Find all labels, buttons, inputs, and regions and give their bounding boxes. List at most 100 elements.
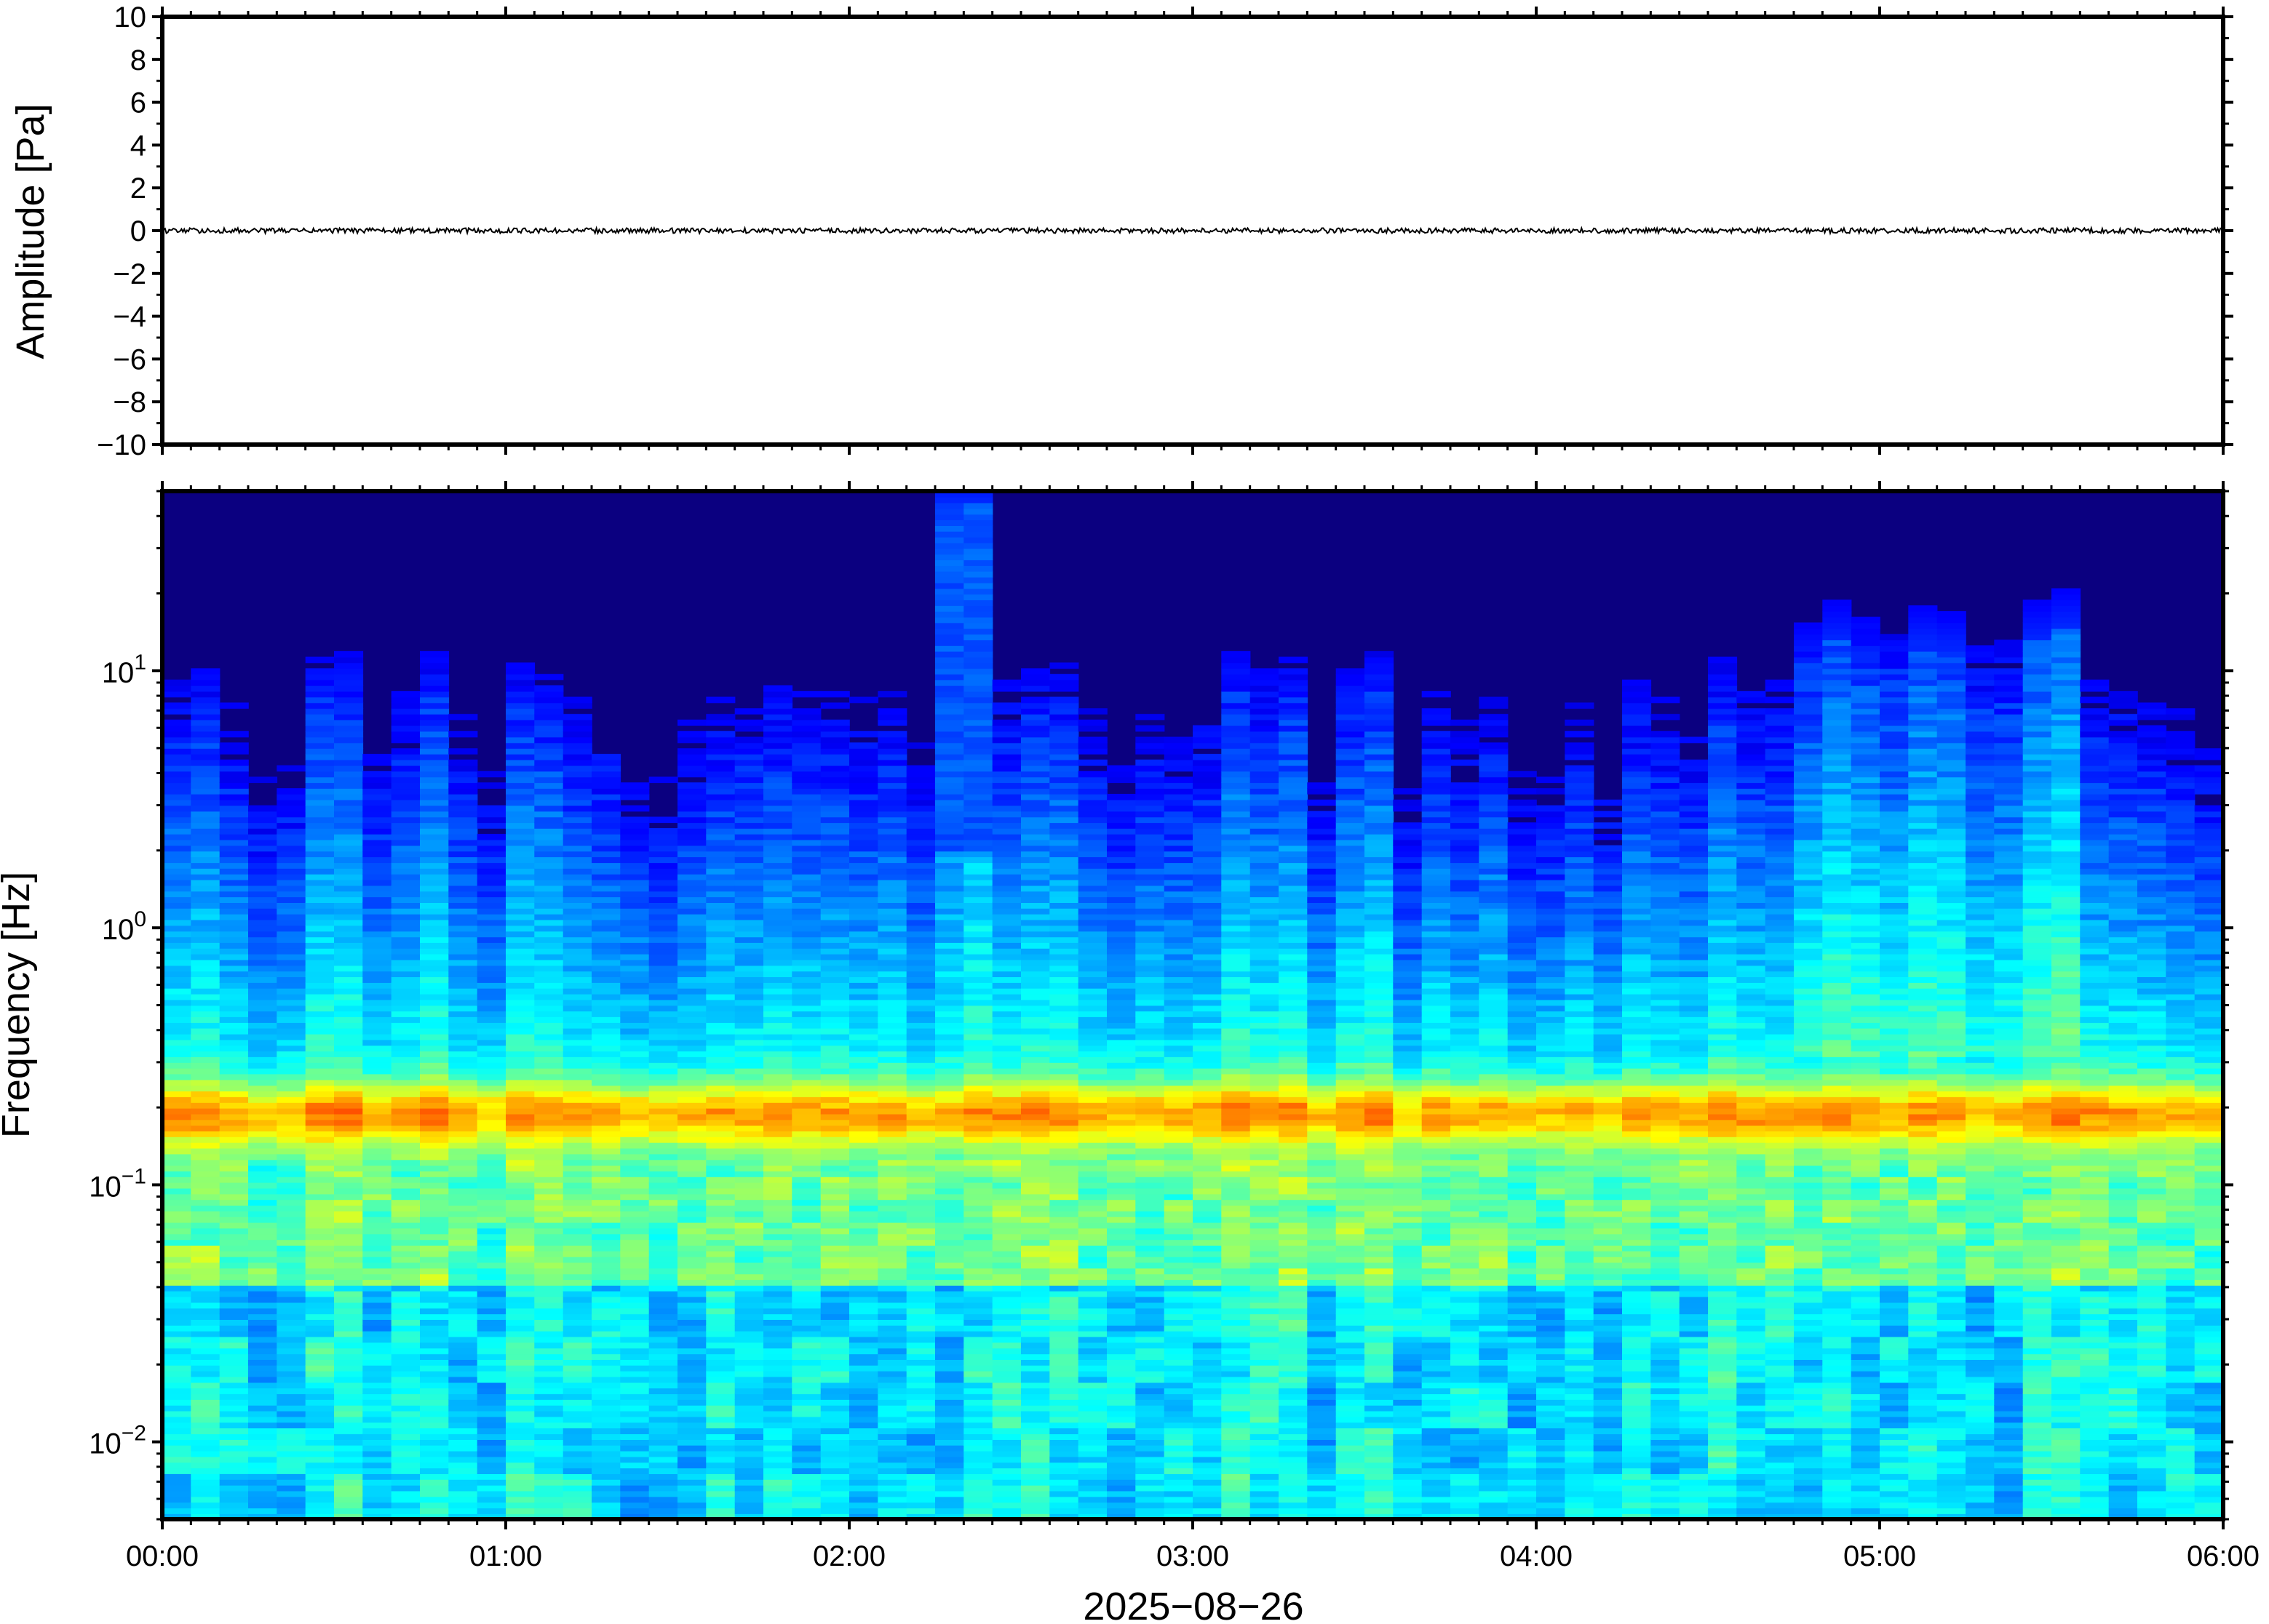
spectrogram-cell — [1021, 931, 1051, 938]
spectrogram-cell — [191, 1307, 220, 1315]
spectrogram-cell — [248, 1445, 278, 1452]
spectrogram-cell — [477, 1239, 506, 1246]
spectrogram-cell — [305, 1342, 335, 1349]
spectrogram-cell — [792, 839, 822, 846]
spectrogram-cell — [763, 1091, 793, 1097]
spectrogram-cell — [420, 1137, 450, 1143]
spectrogram-cell — [992, 1051, 1022, 1057]
spectrogram-cell — [1078, 1096, 1108, 1103]
spectrogram-cell — [534, 936, 564, 943]
spectrogram-cell — [391, 1085, 421, 1091]
spectrogram-cell — [592, 1359, 621, 1366]
spectrogram-cell — [763, 1307, 793, 1315]
spectrogram-cell — [792, 1142, 822, 1149]
spectrogram-cell — [820, 1433, 850, 1440]
spectrogram-cell — [362, 1039, 392, 1046]
spectrogram-cell — [277, 1422, 306, 1429]
spectrogram-cell — [448, 1388, 478, 1395]
spectrogram-cell — [1135, 1307, 1165, 1315]
spectrogram-cell — [648, 1159, 678, 1166]
spectrogram-cell — [963, 645, 993, 652]
spectrogram-cell — [706, 1502, 736, 1509]
spectrogram-cell — [906, 982, 936, 989]
spectrogram-cell — [1107, 953, 1137, 960]
spectrogram-cell — [906, 1296, 936, 1303]
spectrogram-cell — [420, 919, 450, 926]
spectrogram-cell — [219, 874, 249, 880]
spectrogram-cell — [706, 1479, 736, 1486]
spectrogram-cell — [1078, 1267, 1108, 1275]
spectrogram-cell — [677, 874, 707, 880]
spectrogram-cell — [362, 1027, 392, 1035]
spectrogram-cell — [1021, 1479, 1051, 1486]
spectrogram-cell — [906, 1336, 936, 1343]
spectrogram-cell — [992, 1370, 1022, 1377]
spectrogram-cell — [706, 885, 736, 892]
spectrogram-cell — [563, 1450, 592, 1457]
spectrogram-cell — [391, 987, 421, 995]
spectrogram-cell — [1107, 1462, 1137, 1469]
spectrogram-cell — [477, 1016, 506, 1023]
spectrogram-cell — [191, 1473, 220, 1480]
spectrogram-cell — [992, 1445, 1022, 1452]
spectrogram-cell — [334, 1193, 364, 1201]
spectrogram-cell — [219, 1405, 249, 1412]
spectrogram-cell — [420, 965, 450, 972]
spectrogram-cell — [620, 788, 650, 795]
spectrogram-cell — [1107, 1073, 1137, 1080]
spectrogram-cell — [878, 1131, 907, 1137]
spectrogram-cell — [935, 690, 965, 698]
spectrogram-cell — [420, 1513, 450, 1519]
spectrogram-cell — [334, 1251, 364, 1257]
spectrogram-cell — [506, 1405, 536, 1412]
spectrogram-cell — [362, 1490, 392, 1497]
spectrogram-cell — [706, 1067, 736, 1075]
spectrogram-cell — [362, 948, 392, 955]
spectrogram-cell — [448, 976, 478, 983]
spectrogram-cell — [477, 1182, 506, 1189]
spectrogram-cell — [448, 1479, 478, 1486]
spectrogram-cell — [878, 1039, 907, 1046]
spectrogram-cell — [391, 1359, 421, 1366]
spectrogram-cell — [1107, 1439, 1137, 1446]
spectrogram-cell — [992, 1513, 1022, 1519]
spectrogram-cell — [334, 987, 364, 995]
spectrogram-cell — [506, 1319, 536, 1326]
spectrogram-cell — [563, 1039, 592, 1046]
spectrogram-cell — [162, 948, 192, 955]
spectrogram-cell — [992, 1137, 1022, 1143]
spectrogram-cell — [305, 851, 335, 858]
spectrogram-cell — [362, 1073, 392, 1080]
spectrogram-cell — [162, 896, 192, 903]
spectrogram-cell — [1078, 1051, 1108, 1057]
spectrogram-cell — [592, 1456, 621, 1463]
spectrogram-cell — [1021, 856, 1051, 864]
spectrogram-cell — [677, 771, 707, 778]
spectrogram-cell — [878, 1011, 907, 1017]
spectrogram-cell — [420, 1051, 450, 1057]
spectrogram-cell — [849, 1428, 879, 1435]
spectrogram-cell — [534, 1085, 564, 1091]
spectrogram-cell — [162, 1062, 192, 1069]
spectrogram-cell — [1078, 1227, 1108, 1235]
spectrogram-cell — [677, 1484, 707, 1492]
spectrogram-cell — [1107, 1147, 1137, 1155]
spectrogram-cell — [706, 1113, 736, 1121]
spectrogram-cell — [1135, 1422, 1165, 1429]
spectrogram-cell — [648, 919, 678, 926]
spectrogram-cell — [734, 1165, 764, 1171]
spectrogram-cell — [448, 1416, 478, 1423]
spectrogram-cell — [420, 1331, 450, 1337]
spectrogram-cell — [592, 1296, 621, 1303]
spectrogram-cell — [592, 1096, 621, 1103]
spectrogram-cell — [878, 1399, 907, 1406]
spectrogram-cell — [448, 856, 478, 864]
spectrogram-cell — [563, 754, 592, 760]
spectrogram-cell — [162, 765, 192, 772]
spectrogram-cell — [849, 976, 879, 983]
spectrogram-cell — [849, 839, 879, 846]
spectrogram-cell — [963, 1159, 993, 1166]
spectrogram-cell — [391, 1033, 421, 1040]
spectrogram-cell — [592, 913, 621, 920]
spectrogram-cell — [1021, 1342, 1051, 1349]
